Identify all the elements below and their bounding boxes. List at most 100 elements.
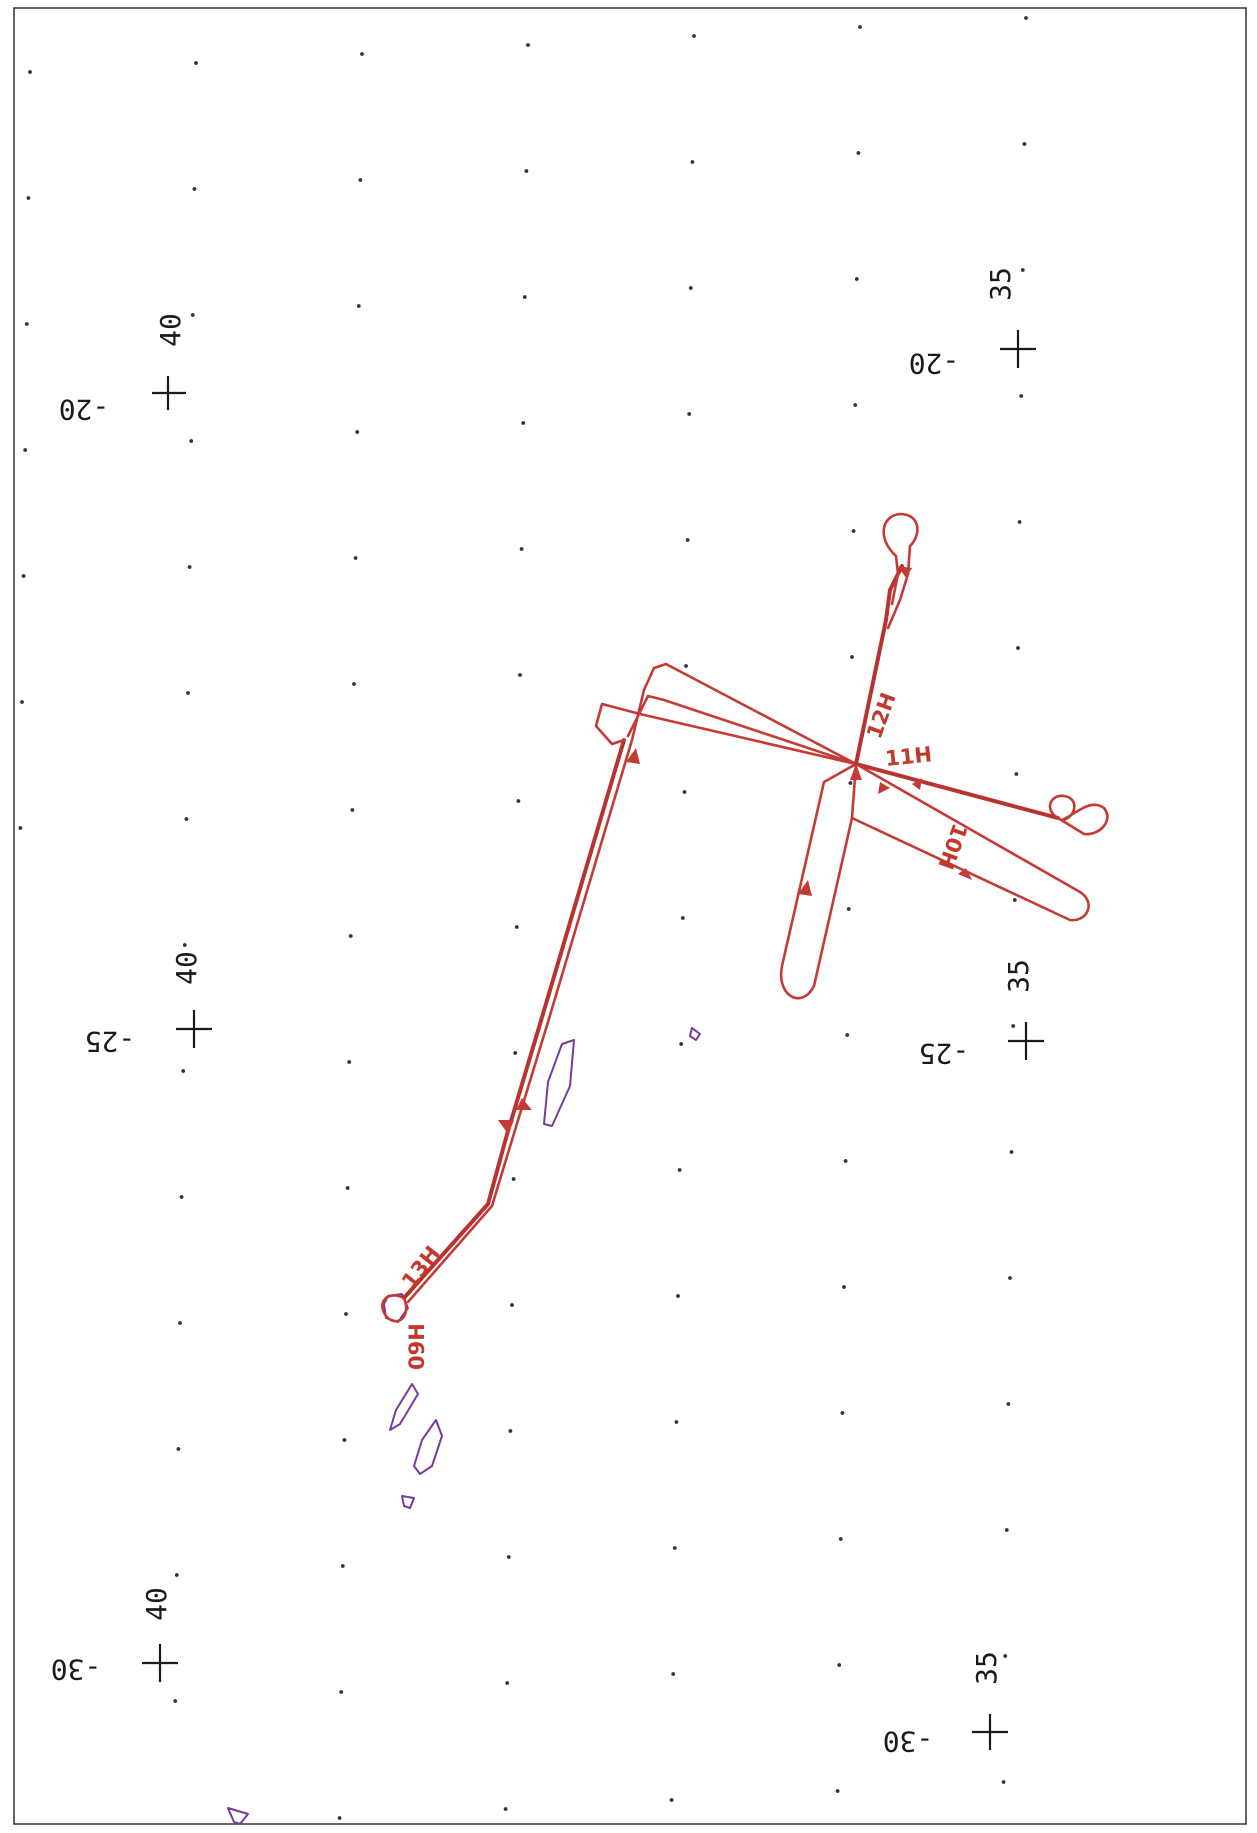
grid-dot (176, 1447, 181, 1451)
grid-dot (23, 448, 28, 452)
grid-dot (1019, 394, 1024, 398)
grid-dot (173, 1699, 178, 1703)
grid-dot (842, 1285, 846, 1289)
grid-dot (835, 1789, 840, 1793)
grid-dot (692, 34, 696, 38)
grid-dot (672, 1546, 677, 1550)
grid-dot (845, 1033, 850, 1037)
grid-dot (687, 412, 692, 416)
cross-m30-35 (972, 1714, 1008, 1750)
grid-dot (187, 565, 192, 569)
grid-dot (337, 1816, 342, 1820)
contour-cell-6 (227, 1807, 249, 1825)
grid-dot (345, 1186, 350, 1190)
grid-dot (340, 1564, 345, 1568)
grid-dot (342, 1438, 347, 1442)
grid-dot (505, 1681, 510, 1685)
grid-dot (513, 1051, 518, 1055)
lon-label-35-bottom: 35 (970, 1651, 1003, 1685)
grid-dot (846, 907, 851, 911)
grid-dot (350, 808, 355, 812)
grid-dot (837, 1663, 842, 1667)
grid-dot (358, 178, 363, 182)
grid-dot (506, 1555, 511, 1559)
grid-dot (24, 322, 29, 326)
grid-dot (510, 1303, 514, 1307)
lat-label-m30-east: -30 (883, 1725, 934, 1758)
contour-cell-5 (401, 1495, 415, 1509)
lat-label-m25-west: -25 (85, 1025, 136, 1058)
grid-dot (347, 1060, 352, 1064)
grid-dot (360, 52, 364, 56)
contour-cell-3 (389, 1383, 419, 1431)
grid-dot (348, 934, 353, 938)
grid-dot (856, 151, 861, 155)
grid-dot (679, 1042, 684, 1046)
grid-dot (858, 25, 862, 29)
track-arrow-2 (516, 1098, 532, 1110)
cross-m25-35 (1008, 1022, 1044, 1060)
track-nw-loop (626, 662, 858, 766)
contour-cell-2 (689, 1027, 701, 1041)
grid-dot (356, 304, 361, 308)
track-arrow-5 (958, 868, 972, 880)
grid-dot (1020, 268, 1025, 272)
grid-dot (677, 1168, 682, 1172)
lat-label-m25-east: -25 (919, 1037, 970, 1070)
track-arrow-8 (898, 566, 912, 578)
grid-dot (853, 403, 858, 407)
track-w-loop (594, 702, 858, 766)
grid-dot (522, 295, 527, 299)
grid-dot (682, 790, 687, 794)
grid-dot (344, 1312, 348, 1316)
cross-m20-35 (1000, 330, 1036, 368)
grid-dot (838, 1537, 843, 1541)
grid-dot (181, 1069, 186, 1073)
grid-dot (1008, 1276, 1012, 1280)
time-label-10h: 10H (933, 820, 972, 872)
track-arrow-1 (626, 748, 640, 764)
track-arrow-9 (850, 764, 862, 780)
track-se-loop (850, 762, 1090, 922)
grid-dot (1012, 898, 1017, 902)
grid-dot (352, 682, 356, 686)
grid-dot (669, 1798, 674, 1802)
grid-crosses (142, 330, 1044, 1750)
grid-dot (516, 799, 521, 803)
grid-dot (508, 1429, 513, 1433)
grid-dot (1024, 16, 1028, 20)
grid-dot (189, 439, 194, 443)
grid-dot (186, 691, 190, 695)
map-border (13, 7, 1247, 1825)
grid-dot (514, 925, 519, 929)
grid-dot (526, 43, 530, 47)
flight-track (381, 512, 1109, 1323)
lat-label-m30-west: -30 (51, 1653, 102, 1686)
grid-dot (850, 655, 854, 659)
grid-dot (26, 196, 31, 200)
grid-dot (851, 529, 856, 533)
contour-cell-1 (543, 1039, 575, 1127)
grid-dot (178, 1321, 182, 1325)
lon-label-40-bottom: 40 (140, 1587, 173, 1621)
time-label-11h: 11H (884, 742, 933, 771)
grid-dot (339, 1690, 344, 1694)
grid-dot (685, 538, 690, 542)
grid-dot (174, 1573, 179, 1577)
grid-dot (18, 826, 23, 830)
grid-dot (688, 286, 693, 290)
grid-dot (179, 1195, 184, 1199)
grid-dot (518, 673, 522, 677)
grid-dot (1016, 646, 1020, 650)
grid-dot (684, 664, 688, 668)
grid-dot (20, 700, 24, 704)
grid-dot (519, 547, 524, 551)
grid-dot (1001, 1780, 1006, 1784)
track-east-loops (1048, 794, 1109, 836)
grid-dot (1014, 772, 1019, 776)
contour-cell-4 (413, 1419, 443, 1475)
lon-label-35-mid: 35 (1002, 959, 1035, 993)
grid-dot (524, 169, 529, 173)
lat-label-m20-east: -20 (909, 347, 960, 380)
